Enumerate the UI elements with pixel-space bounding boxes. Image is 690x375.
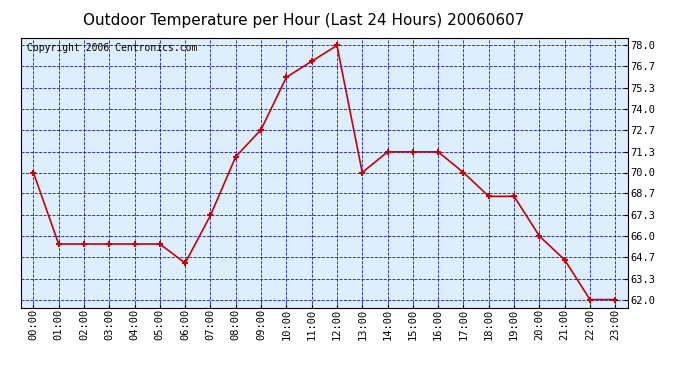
Text: Copyright 2006 Centronics.com: Copyright 2006 Centronics.com [27, 43, 197, 53]
Text: Outdoor Temperature per Hour (Last 24 Hours) 20060607: Outdoor Temperature per Hour (Last 24 Ho… [83, 13, 524, 28]
